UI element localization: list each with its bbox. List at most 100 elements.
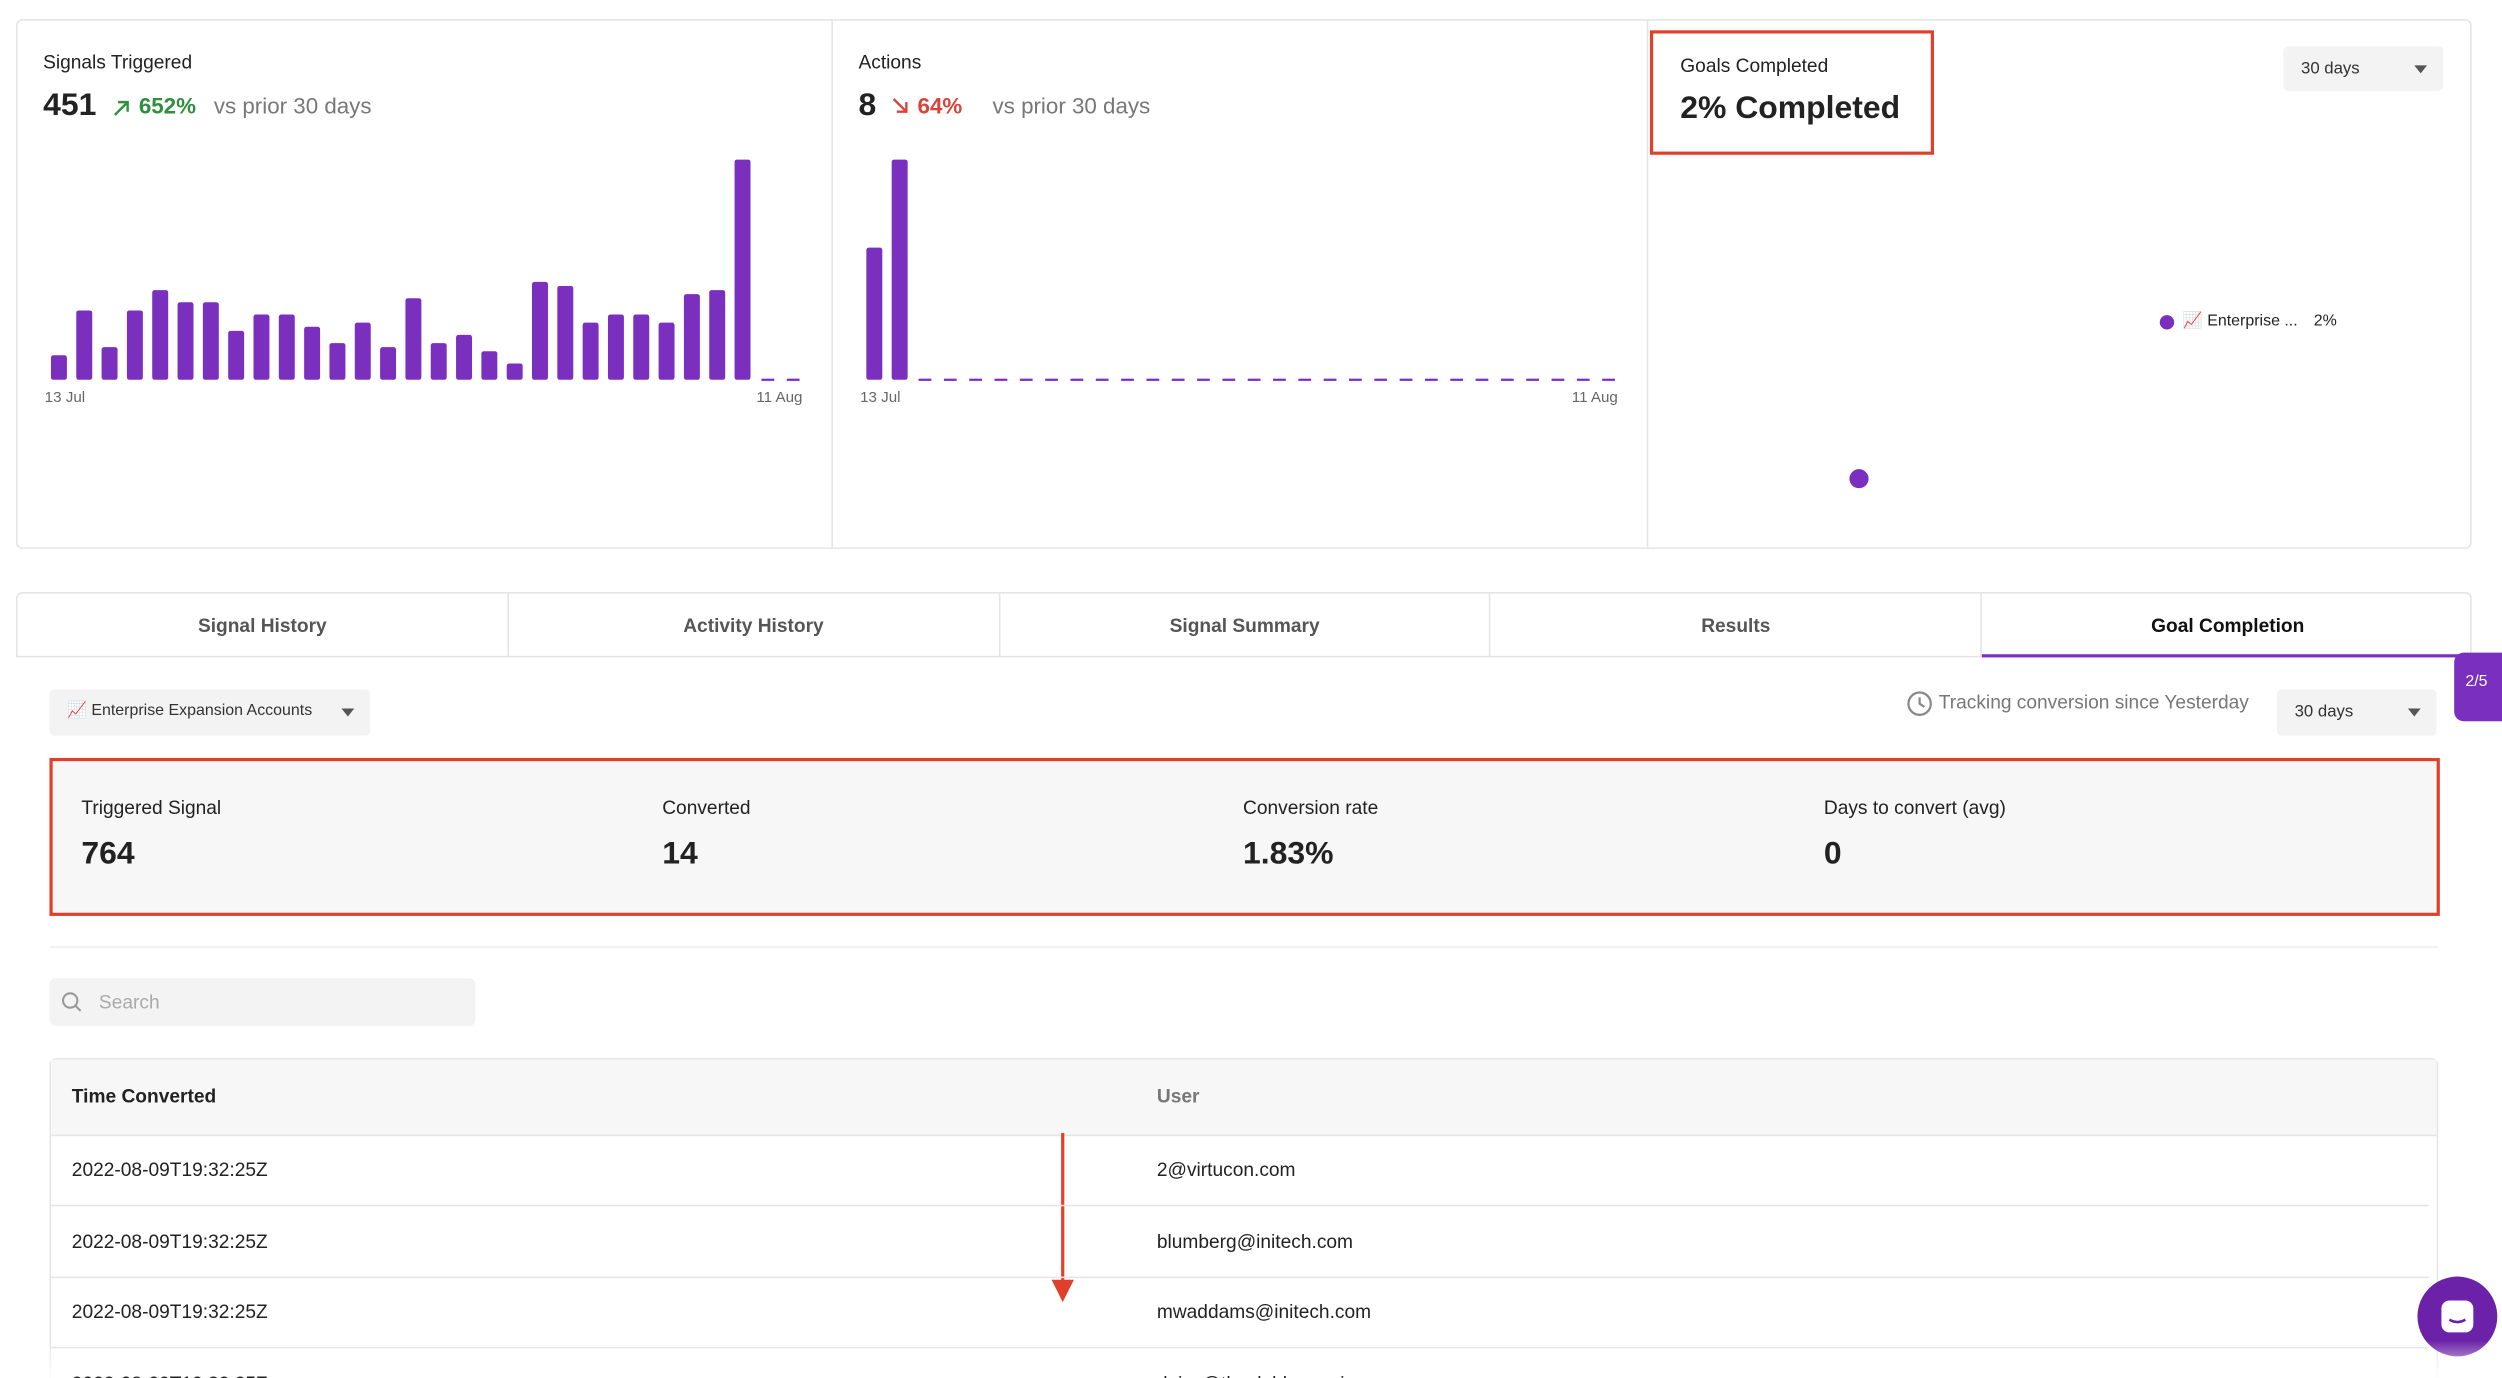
bar	[456, 334, 473, 380]
end-label: 11 Aug	[756, 389, 803, 407]
bar	[607, 314, 624, 380]
table-cell: 2022-08-09T19:32:25Z	[71, 1229, 268, 1252]
goals-value: 2% Completed	[1680, 90, 1901, 127]
range-dropdown[interactable]: 30 days	[2277, 689, 2437, 736]
bar	[891, 159, 908, 380]
card-charts	[50, 98, 1615, 381]
goals-title: Goals Completed	[1680, 54, 1829, 77]
tab[interactable]: Activity History	[509, 593, 1000, 658]
stat-label: Days to convert (avg)	[1823, 796, 2006, 819]
bar	[405, 298, 422, 380]
end-label: 11 Aug	[1571, 389, 1618, 407]
card-change: 652%	[138, 92, 196, 119]
stats-box	[49, 757, 2440, 916]
stat-value: 0	[1823, 836, 1842, 872]
divider	[1646, 19, 1649, 549]
start-label: 13 Jul	[860, 389, 901, 407]
search-placeholder: Search	[98, 990, 160, 1014]
table	[49, 1057, 2439, 1378]
trend-arrow	[892, 98, 908, 113]
table-cell: 2022-08-09T19:32:25Z	[71, 1158, 268, 1181]
annotation-arrow	[1051, 1132, 1074, 1303]
row-divider	[51, 1204, 2429, 1207]
goals-chart	[1849, 315, 2175, 489]
bar	[76, 310, 93, 380]
stat-label: Converted	[662, 796, 751, 819]
bar	[177, 302, 194, 380]
chat-icon	[2441, 1300, 2474, 1333]
stat-value: 14	[662, 836, 698, 872]
goal-dot	[1849, 469, 1869, 489]
card-title: Signals Triggered	[43, 51, 193, 74]
stat-label: Conversion rate	[1243, 796, 1379, 819]
bar	[683, 294, 700, 380]
legend-label: 📈 Enterprise ...	[2182, 312, 2298, 331]
card-change: 64%	[917, 92, 963, 119]
bar	[228, 330, 245, 380]
divider	[831, 19, 833, 549]
range-dropdown[interactable]: 30 days	[2283, 46, 2444, 91]
segment-label: 📈 Enterprise Expansion Accounts	[67, 702, 313, 720]
bar	[126, 310, 143, 380]
row-divider	[51, 1275, 2429, 1278]
bar	[506, 363, 523, 380]
table-cell: 2@virtucon.com	[1156, 1158, 1296, 1181]
bar	[481, 351, 498, 380]
card-comparison: vs prior 30 days	[992, 92, 1151, 119]
metrics-panel	[15, 19, 2472, 549]
stat-label: Triggered Signal	[81, 796, 222, 819]
bar	[50, 355, 67, 380]
tab[interactable]: Signal History	[18, 593, 509, 658]
bar	[557, 285, 574, 380]
column-header: Time Converted	[71, 1085, 217, 1108]
bar	[253, 314, 270, 380]
card-comparison: vs prior 30 days	[213, 92, 372, 119]
trend-arrow	[114, 100, 129, 116]
card-value: 451	[43, 87, 97, 123]
search-box[interactable]: Search	[49, 978, 476, 1027]
progress-widget[interactable]: 2/5	[2454, 652, 2502, 722]
tab[interactable]: Results	[1491, 593, 1983, 658]
card-value: 8	[858, 87, 877, 123]
bar	[304, 326, 321, 380]
bar	[734, 159, 751, 380]
table-header	[51, 1059, 2437, 1137]
bar	[532, 281, 548, 380]
legend-value: 2%	[2313, 312, 2337, 331]
search-icon	[61, 992, 82, 1012]
bar	[278, 314, 295, 380]
table-cell: daisy@theclubhouse.io	[1157, 1372, 1355, 1378]
bar	[354, 322, 371, 380]
bar	[152, 290, 169, 380]
bar	[380, 347, 397, 380]
bar	[709, 290, 726, 380]
segment-dropdown[interactable]: 📈 Enterprise Expansion Accounts	[49, 689, 371, 736]
column-header: User	[1156, 1085, 1200, 1108]
bar	[202, 302, 219, 380]
tab[interactable]: Goal Completion	[1982, 594, 2474, 658]
card-title: Actions	[858, 51, 922, 74]
progress-label: 2/5	[2465, 673, 2488, 691]
bar	[633, 314, 650, 380]
tab-bar: Signal History Activity History Signal Sum…	[15, 592, 2474, 658]
start-label: 13 Jul	[44, 389, 86, 407]
bar	[101, 347, 118, 380]
stat-value: 1.83%	[1243, 836, 1334, 872]
table-cell: mwaddams@initech.com	[1156, 1300, 1372, 1323]
legend-dot	[2159, 315, 2175, 330]
fade	[0, 1340, 2502, 1378]
clock-icon	[1907, 691, 1932, 716]
bar	[582, 322, 599, 380]
divider	[49, 946, 2439, 948]
bar	[430, 343, 447, 380]
tab[interactable]: Signal Summary	[1000, 593, 1492, 658]
bar	[866, 247, 883, 380]
table-cell: blumberg@initech.com	[1156, 1229, 1354, 1252]
table-cell: 2022-08-09T19:32:25Z	[72, 1372, 268, 1378]
tracking-text: Tracking conversion since Yesterday	[1938, 690, 2249, 714]
highlight-box	[1649, 30, 1934, 155]
table-cell: 2022-08-09T19:32:25Z	[71, 1300, 268, 1323]
row-divider	[51, 1346, 2429, 1349]
